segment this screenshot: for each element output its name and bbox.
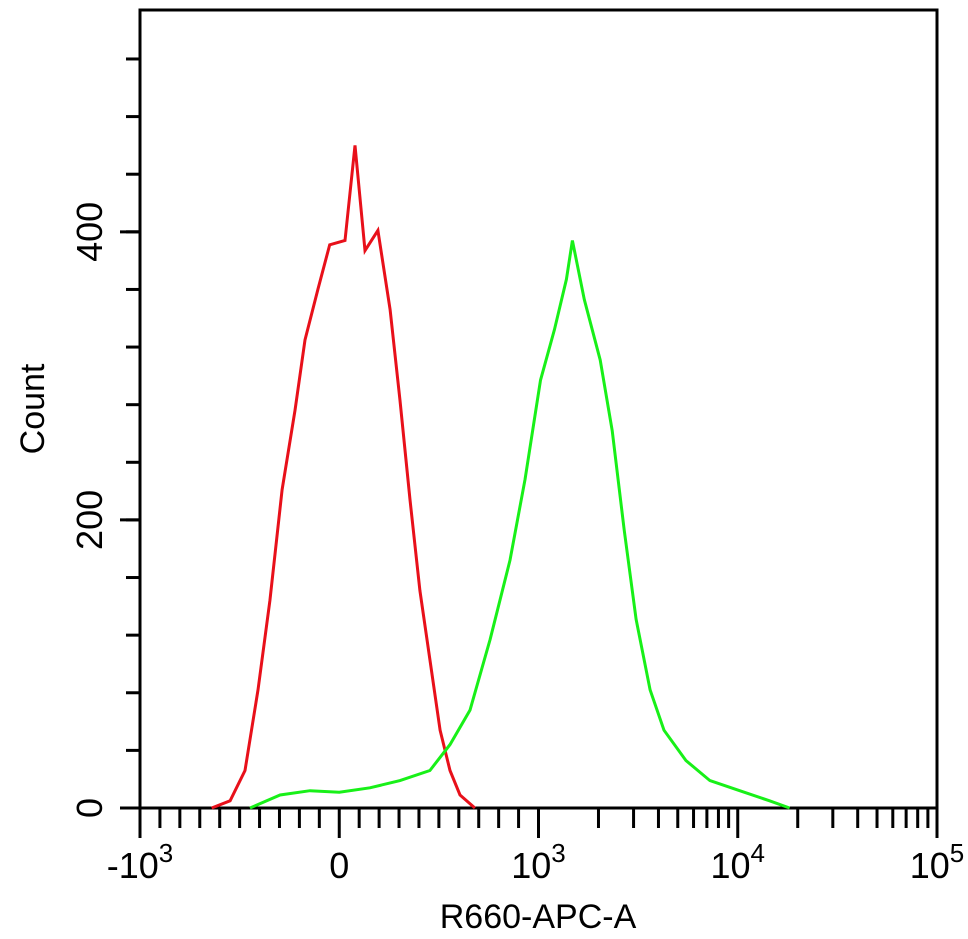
x-tick-label-base: 0 (329, 845, 349, 886)
x-tick-label-exponent: 4 (751, 838, 765, 868)
x-tick-label-base: -10 (107, 845, 159, 886)
x-tick-label-base: 10 (511, 845, 551, 886)
x-tick-label-exponent: 3 (551, 838, 565, 868)
x-axis-ticks: -103 0 103 104 105 (107, 808, 965, 886)
y-tick-label: 400 (69, 202, 110, 262)
y-axis-label: Count (14, 363, 52, 454)
x-tick-label: -103 (107, 838, 174, 886)
y-tick-label: 0 (69, 798, 110, 818)
x-tick-label-base: 10 (910, 845, 950, 886)
x-axis-label: R660-APC-A (440, 898, 637, 936)
x-tick-label-base: 10 (710, 845, 750, 886)
x-tick-label: 103 (511, 838, 566, 886)
y-tick-label: 200 (69, 490, 110, 550)
x-tick-label: 105 (910, 838, 965, 886)
y-axis-ticks: 0 200 400 (69, 57, 140, 818)
x-tick-label-exponent: 5 (950, 838, 964, 868)
x-tick-label: 0 (329, 845, 349, 886)
series-line-control (211, 145, 476, 810)
x-tick-label: 104 (710, 838, 765, 886)
x-tick-label-exponent: 3 (159, 838, 173, 868)
series-line-stained (249, 240, 791, 810)
series-group (211, 145, 791, 810)
